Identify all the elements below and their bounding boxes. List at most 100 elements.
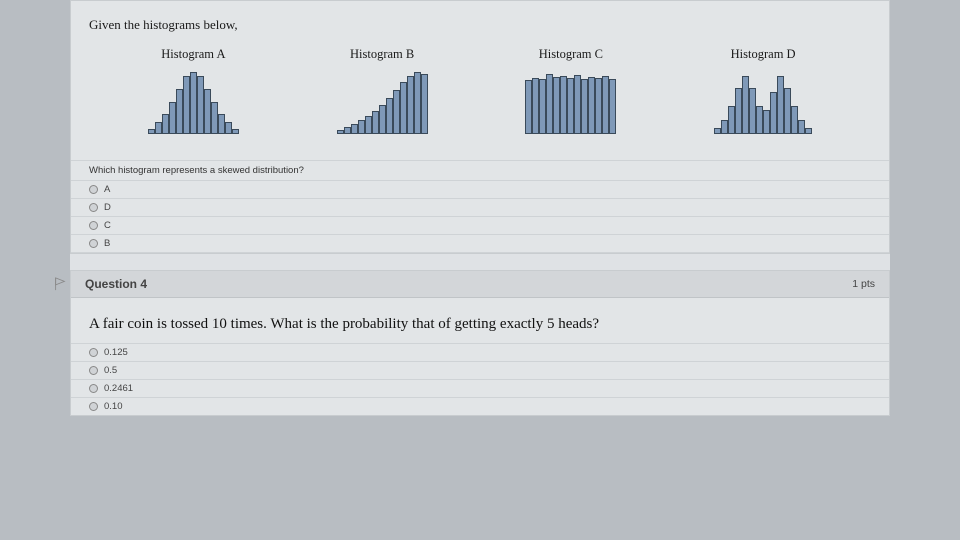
q4-option-2[interactable]: 0.5 [71, 361, 889, 379]
radio-icon [89, 221, 98, 230]
histogram-bar [344, 127, 351, 134]
histogram-bar [400, 82, 407, 134]
q3-sub-question: Which histogram represents a skewed dist… [71, 160, 889, 180]
radio-icon [89, 348, 98, 357]
histogram-c-bars [525, 72, 616, 134]
histogram-bar [602, 76, 609, 134]
question-3-body: Given the histograms below, Histogram A … [71, 1, 889, 160]
histogram-bar [581, 79, 588, 134]
histogram-bar [532, 78, 539, 134]
histogram-bar [574, 75, 581, 134]
question-4-header: Question 4 1 pts [71, 271, 889, 298]
histogram-bar [735, 88, 742, 134]
question-4-title: Question 4 [85, 277, 147, 291]
q4-option-1-label: 0.125 [104, 347, 128, 358]
q4-option-4[interactable]: 0.10 [71, 397, 889, 415]
histogram-bar [148, 129, 155, 134]
histogram-bar [351, 124, 358, 134]
histogram-bar [414, 72, 421, 134]
histogram-bar [176, 89, 183, 134]
histogram-bar [155, 122, 162, 134]
histogram-bar [728, 106, 735, 134]
histogram-bar [777, 76, 784, 134]
page-content: Given the histograms below, Histogram A … [70, 0, 890, 416]
q3-option-d[interactable]: D [71, 198, 889, 216]
histogram-bar [407, 76, 414, 134]
histogram-a: Histogram A [148, 47, 239, 134]
histogram-bar [225, 122, 232, 134]
question-4-card: Question 4 1 pts A fair coin is tossed 1… [70, 270, 890, 416]
histogram-a-bars [148, 72, 239, 134]
q4-option-4-label: 0.10 [104, 401, 123, 412]
histogram-b-bars [337, 72, 428, 134]
histogram-bar [763, 110, 770, 134]
histogram-bar [721, 120, 728, 134]
histogram-bar [162, 114, 169, 134]
histogram-bar [756, 106, 763, 134]
histogram-a-title: Histogram A [148, 47, 239, 62]
radio-icon [89, 384, 98, 393]
histogram-c: Histogram C [525, 47, 616, 134]
q3-option-d-label: D [104, 202, 111, 213]
q3-prompt: Given the histograms below, [89, 17, 871, 33]
q4-option-1[interactable]: 0.125 [71, 343, 889, 361]
histogram-bar [365, 116, 372, 134]
radio-icon [89, 185, 98, 194]
histogram-bar [546, 74, 553, 134]
histogram-bar [211, 102, 218, 134]
histogram-d-bars [714, 72, 812, 134]
histogram-bar [358, 120, 365, 134]
histogram-bar [798, 120, 805, 134]
q4-prompt: A fair coin is tossed 10 times. What is … [71, 298, 889, 343]
histogram-bar [190, 72, 197, 134]
radio-icon [89, 402, 98, 411]
histogram-d: Histogram D [714, 47, 812, 134]
q4-option-2-label: 0.5 [104, 365, 117, 376]
histogram-bar [539, 79, 546, 134]
histogram-bar [204, 89, 211, 134]
q3-option-b-label: B [104, 238, 110, 249]
histogram-bar [169, 102, 176, 134]
histogram-bar [372, 111, 379, 134]
histogram-bar [588, 77, 595, 134]
radio-icon [89, 203, 98, 212]
histogram-bar [791, 106, 798, 134]
histogram-bar [525, 80, 532, 134]
q3-option-a[interactable]: A [71, 180, 889, 198]
histogram-c-title: Histogram C [525, 47, 616, 62]
histogram-bar [183, 76, 190, 134]
histogram-bar [379, 105, 386, 134]
histogram-bar [197, 76, 204, 134]
histogram-bar [218, 114, 225, 134]
q3-option-c-label: C [104, 220, 111, 231]
histogram-bar [784, 88, 791, 134]
q4-option-3[interactable]: 0.2461 [71, 379, 889, 397]
q3-option-c[interactable]: C [71, 216, 889, 234]
histogram-bar [232, 129, 239, 134]
histogram-bar [421, 74, 428, 134]
question-3-card: Given the histograms below, Histogram A … [70, 0, 890, 254]
q3-option-a-label: A [104, 184, 110, 195]
radio-icon [89, 239, 98, 248]
q4-option-3-label: 0.2461 [104, 383, 133, 394]
radio-icon [89, 366, 98, 375]
histogram-bar [560, 76, 567, 134]
histogram-bar [770, 92, 777, 134]
flag-icon[interactable] [53, 277, 67, 291]
histogram-bar [553, 77, 560, 134]
histogram-bar [393, 90, 400, 134]
histogram-bar [386, 98, 393, 134]
histogram-bar [609, 79, 616, 134]
question-4-points: 1 pts [852, 278, 875, 290]
histogram-bar [742, 76, 749, 134]
histogram-row: Histogram A Histogram B Histogram C Hist… [99, 47, 861, 134]
q3-option-b[interactable]: B [71, 234, 889, 253]
histogram-bar [567, 78, 574, 134]
histogram-bar [749, 88, 756, 134]
histogram-bar [595, 78, 602, 134]
histogram-bar [337, 130, 344, 134]
histogram-b: Histogram B [337, 47, 428, 134]
histogram-d-title: Histogram D [714, 47, 812, 62]
histogram-b-title: Histogram B [337, 47, 428, 62]
histogram-bar [805, 128, 812, 134]
